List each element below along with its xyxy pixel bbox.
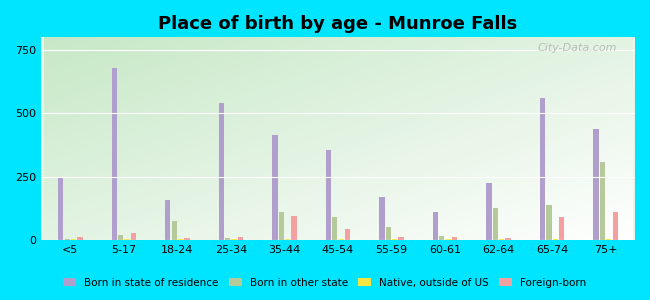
Bar (225, 238, 231, 240)
Bar (326, 150, 331, 240)
Bar (379, 197, 385, 240)
Bar (493, 208, 498, 240)
Bar (339, 239, 344, 240)
Bar (540, 98, 545, 240)
Bar (445, 239, 451, 240)
Bar (124, 239, 130, 240)
Bar (118, 235, 124, 240)
Title: Place of birth by age - Munroe Falls: Place of birth by age - Munroe Falls (159, 15, 517, 33)
Bar (552, 239, 558, 240)
Bar (506, 238, 511, 240)
Bar (345, 229, 350, 240)
Bar (291, 216, 297, 240)
Bar (398, 237, 404, 240)
Bar (185, 238, 190, 240)
Bar (272, 135, 278, 240)
Bar (433, 212, 438, 240)
Bar (165, 200, 170, 240)
Bar (546, 205, 551, 240)
Bar (559, 217, 564, 240)
Bar (452, 237, 458, 240)
Bar (332, 217, 337, 240)
Bar (231, 239, 237, 240)
Bar (77, 237, 83, 240)
Bar (178, 239, 183, 240)
Text: City-Data.com: City-Data.com (538, 44, 618, 53)
Bar (112, 68, 117, 240)
Bar (279, 212, 284, 240)
Bar (131, 233, 136, 240)
Bar (600, 162, 605, 240)
Bar (71, 239, 76, 240)
Bar (385, 227, 391, 240)
Legend: Born in state of residence, Born in other state, Native, outside of US, Foreign-: Born in state of residence, Born in othe… (59, 274, 591, 292)
Bar (218, 103, 224, 240)
Bar (439, 236, 445, 240)
Bar (499, 239, 504, 240)
Bar (58, 177, 64, 240)
Bar (172, 221, 177, 240)
Bar (285, 239, 291, 240)
Bar (486, 183, 491, 240)
Bar (238, 237, 243, 240)
Bar (593, 129, 599, 240)
Bar (612, 212, 618, 240)
Bar (606, 239, 612, 240)
Bar (392, 239, 397, 240)
Bar (64, 239, 70, 240)
